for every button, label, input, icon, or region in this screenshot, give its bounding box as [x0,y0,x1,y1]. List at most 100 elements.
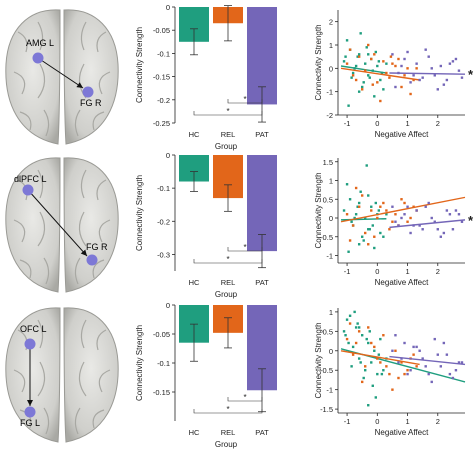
brain-sulcus [19,111,32,131]
scatter-point-pat [418,224,421,227]
brain-sulcus [78,361,87,397]
scatter-point-hc [348,314,352,317]
bar-y-tick-label: 0 [166,301,170,310]
scatter-point-hc [367,74,370,77]
scatter-y-tick-label: -1 [326,252,333,261]
scatter-point-hc [367,228,370,231]
scatter-point-rel [412,353,415,356]
scatter-point-pat [448,213,452,216]
scatter-point-rel [415,67,418,70]
scatter-point-hc [373,349,376,352]
scatter-y-tick-label: 1.5 [323,158,333,167]
scatter-point-pat [433,74,436,77]
brain-sulcus [98,369,111,393]
bar-chart-3: 0 -0.05 -0.1 -0.15 HC REL PAT * * Group Connectivi… [135,301,277,449]
brain-sulcus [74,257,81,285]
scatter-point-rel [415,365,418,368]
scatter-point-rel [403,372,406,376]
scatter-point-rel [379,99,382,103]
bar-category-label: REL [221,428,236,437]
bar-chart-2: 0 -0.1 -0.2 -0.3 HC REL PAT * * Group Connectivity… [135,151,277,299]
scatter-point-rel [371,83,374,86]
scatter-x-tick-label: 1 [405,417,409,426]
scatter-point-rel [397,376,400,380]
scatter-point-pat [400,64,403,68]
scatter-point-hc [354,213,358,216]
scatter-point-hc [376,372,379,376]
fit-line-hc [340,65,387,74]
scatter-point-hc [364,62,367,65]
scatter-point-pat [409,369,412,372]
scatter-point-hc [357,90,361,93]
scatter-y-tick-label: -2 [326,111,333,120]
scatter-point-hc [345,318,349,321]
scatter-point-rel [345,213,349,216]
scatter-point-pat [421,228,424,231]
brain-sulcus [80,21,87,51]
scatter-point-rel [360,194,364,197]
brain-sulcus [37,169,44,199]
bar-y-tick-label: -0.1 [157,184,170,193]
scatter-point-hc [356,205,359,208]
scatter-point-rel [397,57,400,61]
scatter-point-rel [345,62,349,65]
scatter-point-rel [360,88,364,91]
scatter-x-tick-label: 0 [375,267,379,276]
scatter-y-tick-label: 1 [329,177,333,186]
scatter-point-pat [394,334,397,337]
scatter-x-tick-label: 2 [436,119,440,128]
scatter-point-pat [457,69,461,72]
brain-left-hemisphere [5,307,61,443]
fit-line-rel [340,350,420,366]
scatter-plot-3: -1.5 -1 -0.5 0 0.5 1 -1 0 1 2 Negative Affect Conne… [314,308,466,437]
brain-sulcus [37,21,44,51]
scatter-y-axis-label: Connectivity Strength [314,172,323,248]
significance-bracket [193,259,263,264]
scatter-point-hc [350,76,353,79]
scatter-point-rel [370,341,373,345]
scatter-point-hc [365,46,368,49]
brain-sulcus [13,71,26,95]
scatter-y-tick-label: -1.5 [320,405,333,414]
scatter-point-hc [371,384,374,387]
scatter-point-rel [391,62,394,65]
scatter-point-rel [382,60,385,63]
scatter-point-hc [368,330,371,333]
scatter-point-hc [348,198,352,201]
scatter-point-hc [364,369,367,372]
scatter-point-pat [427,55,430,58]
scatter-point-hc [350,365,353,368]
bar-y-axis-label: Connectivity Strength [135,175,144,251]
scatter-point-pat [421,76,424,79]
bar-y-tick-label: -0.15 [153,73,170,82]
brain-sulcus [13,369,26,393]
scatter-point-pat [430,380,433,384]
scatter-point-pat [415,62,418,65]
scatter-point-pat [418,349,421,352]
scatter-y-tick-label: 0 [329,347,333,356]
scatter-point-pat [436,353,439,356]
scatter-point-pat [445,209,449,212]
fit-line-rel [340,196,466,223]
scatter-point-rel [345,337,349,341]
scatter-point-pat [454,369,458,372]
scatter-point-pat [439,235,443,238]
scatter-plot-1: -2 -1 0 1 2 -1 0 1 2 * Negative Affect Connectivity… [314,10,474,139]
scatter-point-pat [448,62,452,65]
scatter-point-hc [380,372,384,376]
scatter-point-hc [356,55,359,58]
scatter-point-rel [348,239,352,242]
scatter-point-pat [421,357,424,360]
bar-y-tick-label: -0.1 [157,49,170,58]
scatter-significance-star: * [468,213,474,228]
scatter-point-rel [354,78,358,82]
scatter-point-rel [382,334,385,337]
significance-star: * [226,107,229,116]
scatter-point-pat [406,205,409,208]
scatter-point-pat [397,361,400,364]
significance-bracket [193,409,263,414]
scatter-point-rel [388,228,391,231]
scatter-x-axis-label: Negative Affect [375,428,429,437]
significance-star: * [243,95,246,104]
bar-category-label: REL [221,278,236,287]
